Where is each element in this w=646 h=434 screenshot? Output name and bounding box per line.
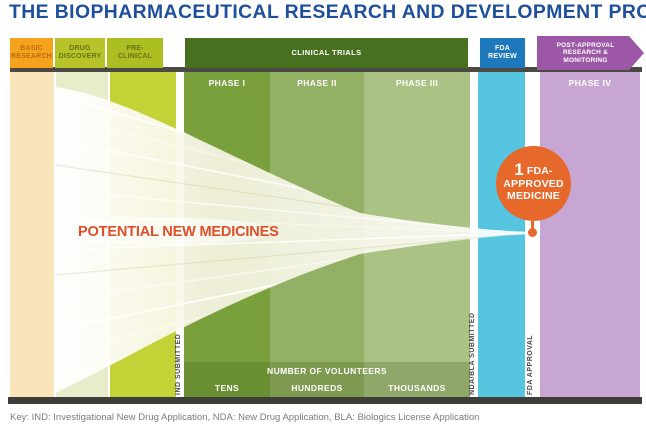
- badge-count: 1: [514, 160, 524, 180]
- bottom-divider-bar: [8, 397, 642, 404]
- column-phase-3: [364, 72, 470, 398]
- stage-chip-clinical-trials: CLINICAL TRIALS: [185, 38, 468, 68]
- badge-line-2: APPROVED: [503, 177, 564, 190]
- badge-stem: [531, 219, 534, 230]
- volunteers-band: NUMBER OF VOLUNTEERS TENS HUNDREDS THOUS…: [184, 362, 470, 398]
- potential-new-medicines-label: POTENTIAL NEW MEDICINES: [78, 223, 279, 240]
- badge-line-1: 1 FDA-: [514, 160, 553, 180]
- footer-key-text: Key: IND: Investigational New Drug Appli…: [10, 412, 480, 423]
- phase-3-label: PHASE III: [395, 78, 439, 88]
- column-basic-research: [10, 72, 54, 398]
- volunteers-thousands: THOUSANDS: [388, 383, 446, 393]
- stage-chip-drug-discovery: DRUG DISCOVERY: [55, 38, 105, 68]
- page-title: THE BIOPHARMACEUTICAL RESEARCH AND DEVEL…: [9, 2, 646, 23]
- stage-chip-post-approval-arrow: POST-APPROVAL RESEARCH & MONITORING: [537, 36, 644, 70]
- volunteers-hundreds: HUNDREDS: [291, 383, 343, 393]
- column-fda-review: [478, 72, 525, 398]
- stage-chip-fda-review: FDA REVIEW: [480, 38, 525, 68]
- phase-1-label: PHASE I: [208, 78, 246, 88]
- approval-point-dot: [528, 228, 537, 237]
- badge-line-3: MEDICINE: [507, 190, 560, 203]
- volunteers-heading: NUMBER OF VOLUNTEERS: [267, 366, 387, 376]
- stage-chip-basic-research: BASIC RESEARCH: [10, 38, 53, 68]
- milestone-ind-submitted: IND SUBMITTED: [175, 333, 182, 395]
- stage-chip-pre-clinical: PRE- CLINICAL: [107, 38, 163, 68]
- column-phase-2: [270, 72, 364, 398]
- volunteers-tens: TENS: [214, 383, 240, 393]
- phase-2-label: PHASE II: [297, 78, 337, 88]
- column-phase-4: [540, 72, 640, 398]
- approved-medicine-badge: 1 FDA- APPROVED MEDICINE: [496, 146, 571, 221]
- phase-4-label: PHASE IV: [568, 78, 612, 88]
- milestone-nda-bla-submitted: NDA/BLA SUBMITTED: [469, 312, 476, 395]
- milestone-fda-approval: FDA APPROVAL: [527, 334, 534, 395]
- header-shadow-line: [10, 67, 642, 72]
